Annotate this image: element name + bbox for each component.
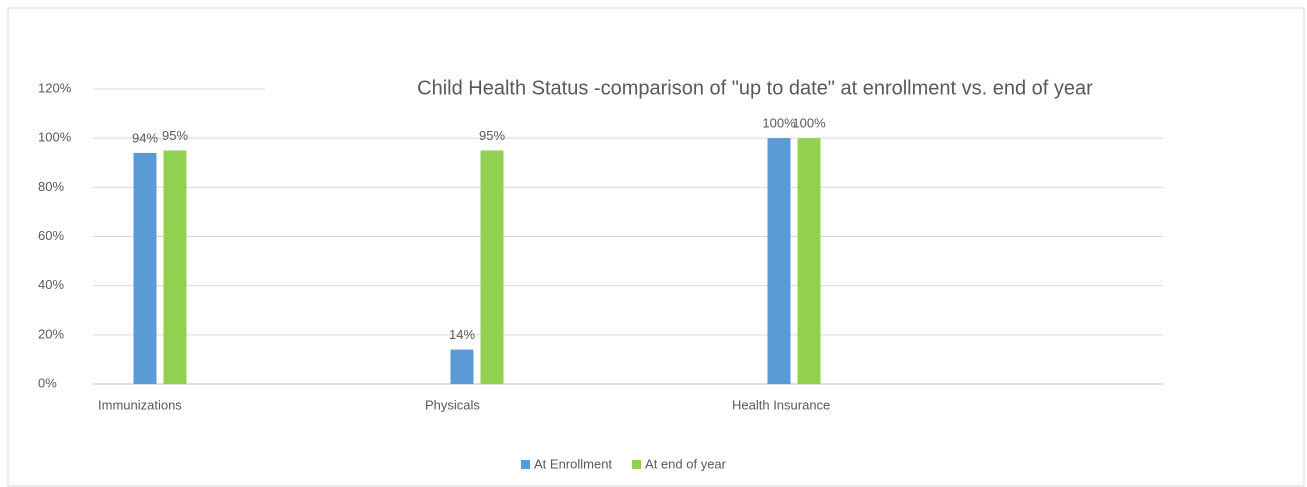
value-label: 95%	[479, 128, 505, 143]
bar	[767, 138, 791, 384]
bar	[480, 150, 504, 384]
y-tick-label: 20%	[38, 326, 64, 341]
value-label: 94%	[132, 130, 158, 145]
legend-label: At end of year	[645, 456, 727, 471]
chart-title: Child Health Status -comparison of "up t…	[417, 77, 1093, 99]
y-tick-label: 0%	[38, 375, 57, 390]
y-tick-label: 100%	[38, 130, 72, 145]
legend-swatch	[632, 460, 642, 469]
bar	[133, 152, 157, 384]
x-tick-label: Immunizations	[98, 397, 182, 412]
y-tick-label: 120%	[38, 80, 72, 95]
y-tick-label: 40%	[38, 277, 64, 292]
value-label: 100%	[792, 116, 826, 131]
x-tick-label: Health Insurance	[732, 397, 830, 412]
x-tick-label: Physicals	[425, 397, 480, 412]
bar	[797, 138, 821, 384]
y-tick-label: 80%	[38, 179, 64, 194]
bar	[450, 349, 474, 384]
legend-swatch	[521, 460, 530, 469]
value-label: 95%	[162, 128, 188, 143]
value-label: 14%	[449, 327, 475, 342]
bar	[163, 150, 187, 384]
value-label: 100%	[762, 116, 796, 131]
chart-border	[7, 7, 1305, 487]
legend-label: At Enrollment	[534, 456, 612, 471]
y-tick-label: 60%	[38, 228, 64, 243]
